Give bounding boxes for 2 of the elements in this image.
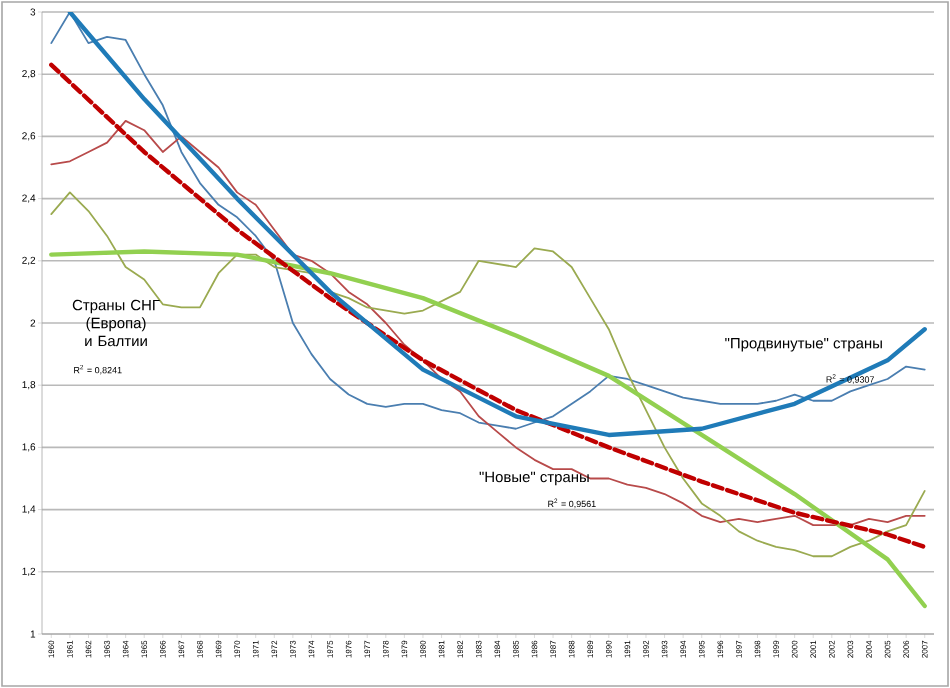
line-series bbox=[49, 62, 927, 550]
line-series bbox=[49, 249, 927, 609]
